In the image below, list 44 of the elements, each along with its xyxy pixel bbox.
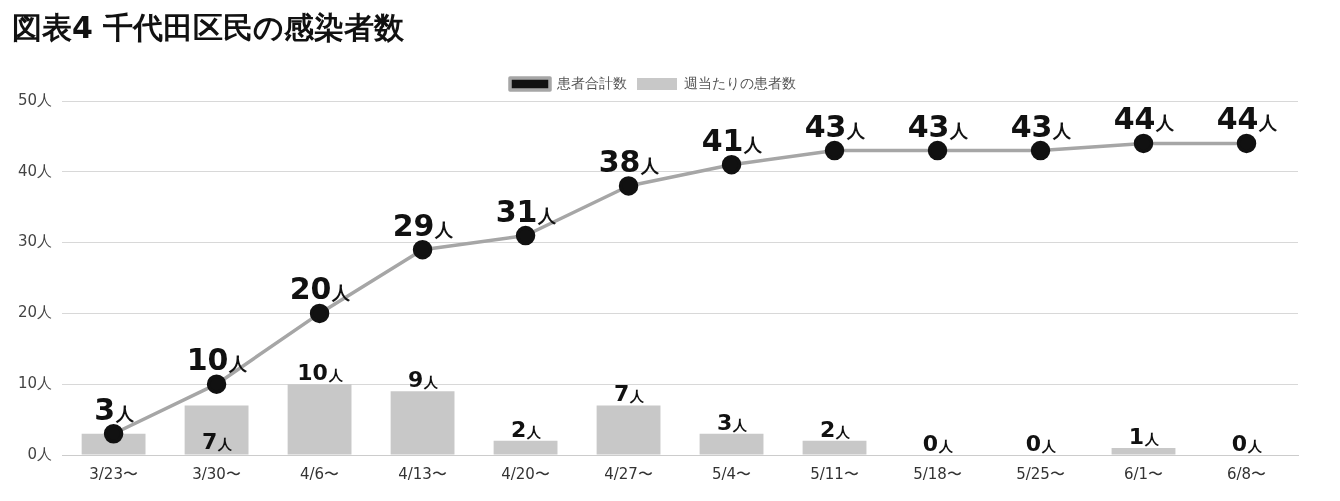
x-tick-label: 3/30〜	[192, 464, 241, 483]
y-tick-label: 30人	[17, 232, 53, 251]
legend-label: 患者合計数	[556, 74, 627, 91]
legend-label: 週当たりの患者数	[684, 74, 796, 91]
x-tick-label: 5/11〜	[810, 464, 859, 483]
data-label: 9人	[407, 367, 440, 393]
data-label: 44人	[1113, 101, 1176, 137]
data-label: 3人	[94, 391, 136, 427]
data-label: 38人	[598, 143, 661, 179]
data-label: 43人	[907, 108, 970, 144]
data-label: 3人	[716, 409, 749, 435]
data-label: 20人	[289, 271, 352, 307]
x-tick-label: 6/8〜	[1226, 464, 1267, 483]
data-label: 10人	[297, 360, 344, 386]
data-label: 2人	[819, 416, 852, 442]
y-tick-label: 50人	[17, 90, 53, 109]
y-tick-label: 10人	[17, 374, 53, 393]
y-tick-label: 20人	[17, 303, 53, 322]
x-tick-label: 4/6〜	[300, 464, 340, 483]
x-tick-label: 4/20〜	[501, 464, 550, 483]
data-label: 44人	[1216, 101, 1279, 137]
data-label: 43人	[1010, 108, 1073, 144]
x-tick-label: 5/4〜	[711, 464, 752, 483]
data-label: 7人	[201, 428, 234, 454]
x-tick-label: 6/1〜	[1123, 464, 1164, 483]
data-label: 41人	[701, 122, 764, 158]
y-tick-label: 40人	[17, 161, 53, 180]
x-tick-label: 3/23〜	[89, 464, 138, 483]
x-tick-label: 5/25〜	[1016, 464, 1065, 483]
y-tick-label: 0人	[27, 444, 53, 463]
x-tick-label: 5/18〜	[913, 464, 962, 483]
data-label: 1人	[1128, 423, 1161, 449]
data-label: 10人	[186, 342, 249, 378]
data-label: 0人	[1025, 431, 1058, 456]
data-label: 7人	[613, 381, 646, 407]
data-label: 2人	[510, 416, 543, 442]
chart-title: 図表4 千代田区民の感染者数	[12, 9, 406, 47]
data-label: 29人	[392, 207, 455, 243]
data-label: 43人	[804, 108, 867, 144]
x-tick-label: 4/27〜	[604, 464, 653, 483]
data-label: 31人	[495, 193, 558, 229]
x-tick-label: 4/13〜	[398, 464, 447, 483]
data-label: 0人	[1231, 431, 1264, 456]
data-label: 0人	[922, 431, 955, 456]
